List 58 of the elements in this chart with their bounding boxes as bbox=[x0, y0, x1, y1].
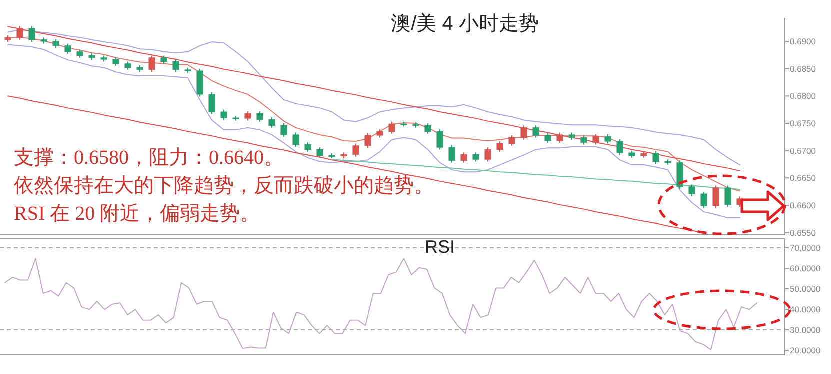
y-tick-label: 70.0000 bbox=[790, 243, 821, 254]
chart-title: RSI bbox=[424, 237, 456, 257]
candlestick bbox=[472, 152, 480, 162]
candlestick bbox=[424, 122, 432, 134]
candlestick bbox=[352, 143, 360, 158]
candlestick bbox=[64, 43, 72, 55]
candlestick bbox=[592, 134, 600, 146]
y-tick-label: 0.6900 bbox=[790, 36, 816, 47]
candlestick bbox=[688, 184, 696, 197]
y-tick-label: 0.6650 bbox=[790, 173, 816, 184]
candlestick bbox=[256, 110, 264, 122]
candlestick bbox=[448, 144, 456, 164]
candlestick bbox=[388, 121, 396, 134]
y-tick-label: 60.0000 bbox=[790, 264, 821, 274]
candlestick bbox=[304, 142, 312, 152]
candlestick bbox=[712, 185, 720, 209]
y-tick-label: 0.6750 bbox=[790, 118, 816, 128]
candlestick bbox=[244, 110, 252, 122]
candlestick bbox=[532, 125, 540, 138]
candlestick bbox=[544, 132, 552, 144]
y-tick-label: 50.0000 bbox=[790, 284, 821, 294]
candlestick bbox=[484, 147, 492, 162]
candlestick bbox=[436, 129, 444, 150]
y-tick-label: 0.6600 bbox=[790, 200, 816, 210]
annotation: RSI 在 20 附近，偏弱走势。 bbox=[14, 203, 260, 225]
candlestick bbox=[316, 147, 324, 158]
candlestick bbox=[700, 191, 708, 209]
annotation: 依然保持在大的下降趋势，反而跌破小的趋势。 bbox=[14, 175, 434, 197]
candlestick bbox=[616, 138, 624, 156]
candlestick bbox=[556, 132, 564, 144]
candlestick bbox=[580, 135, 588, 146]
candlestick bbox=[208, 92, 216, 115]
candlestick bbox=[220, 109, 228, 121]
candlestick bbox=[520, 125, 528, 140]
y-tick-label: 0.6700 bbox=[790, 146, 816, 156]
candlestick bbox=[172, 59, 180, 73]
candlestick bbox=[652, 150, 660, 164]
annotation: 支撑：0.6580，阻力：0.6640。 bbox=[14, 147, 284, 169]
candlestick bbox=[364, 132, 372, 149]
y-tick-label: 0.6850 bbox=[790, 64, 816, 74]
candlestick bbox=[460, 152, 468, 164]
candlestick bbox=[268, 116, 276, 128]
candlestick bbox=[28, 26, 36, 43]
chart-title: 澳/美 4 小时走势 bbox=[391, 12, 539, 35]
candlestick bbox=[604, 134, 612, 144]
candlestick bbox=[508, 135, 516, 146]
y-tick-label: 40.0000 bbox=[790, 304, 821, 314]
candlestick bbox=[724, 185, 732, 208]
y-tick-label: 0.6800 bbox=[790, 91, 816, 102]
candlestick bbox=[496, 141, 504, 152]
line-series bbox=[4, 258, 758, 350]
candlestick bbox=[148, 55, 156, 73]
y-tick-label: 20.0000 bbox=[790, 345, 821, 356]
y-tick-label: 30.0000 bbox=[790, 324, 821, 335]
candlestick bbox=[292, 132, 300, 148]
y-tick-label: 0.6550 bbox=[790, 228, 816, 238]
candlestick bbox=[280, 122, 288, 138]
candlestick bbox=[196, 68, 204, 98]
